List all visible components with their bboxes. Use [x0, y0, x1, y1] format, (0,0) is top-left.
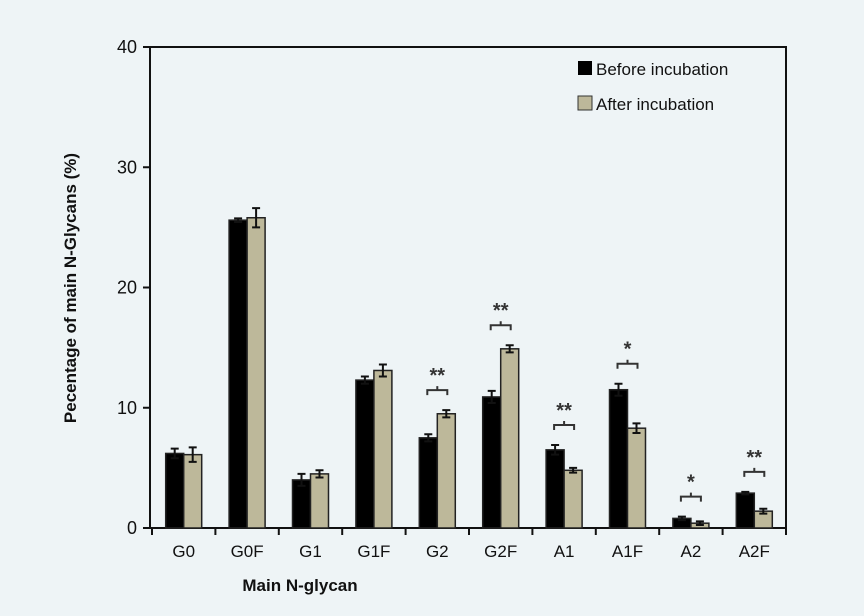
significance-label: **: [430, 365, 446, 387]
legend-swatch-after: [577, 95, 593, 111]
x-tick-label: G0: [172, 542, 195, 561]
bar-before-G1F: [355, 379, 375, 529]
error-bar: [170, 447, 179, 460]
x-axis-title: Main N-glycan: [242, 576, 357, 595]
bar-before-A1F: [608, 388, 629, 529]
legend-label-before: Before incubation: [596, 60, 728, 79]
bar-before-G0F: [228, 219, 248, 529]
bar-before-G2: [418, 437, 439, 529]
error-bar: [424, 433, 433, 443]
error-bar: [315, 469, 324, 479]
error-bar: [505, 344, 514, 354]
bar-before-G2F: [481, 396, 502, 529]
y-tick-label: 40: [117, 37, 137, 57]
x-tick-label: G2: [426, 542, 449, 561]
bar-after-G0F: [246, 217, 266, 529]
significance-bracket: [426, 386, 449, 396]
bar-after-G1: [309, 473, 330, 529]
bar-after-G2F: [499, 348, 520, 529]
legend-label-after: After incubation: [596, 95, 714, 114]
significance-bracket: [679, 492, 702, 502]
error-bar: [741, 490, 750, 496]
x-tick-label: G0F: [231, 542, 264, 561]
significance-label: **: [747, 447, 763, 469]
error-bar: [551, 444, 560, 456]
legend: Before incubation After incubation: [577, 60, 728, 114]
y-axis-title: Pecentage of main N-Glycans (%): [61, 153, 80, 423]
x-tick-label: A2F: [739, 542, 770, 561]
x-tick-label: A1F: [612, 542, 643, 561]
y-tick-label: 10: [117, 398, 137, 418]
bar-before-A1: [545, 449, 565, 529]
error-bar: [188, 446, 197, 463]
x-tick-label: G1F: [357, 542, 390, 561]
y-tick-label: 0: [127, 518, 137, 538]
legend-swatch-before: [578, 61, 592, 75]
bar-after-A1F: [626, 427, 647, 529]
error-bar: [632, 422, 641, 435]
error-bar: [614, 382, 623, 397]
significance-label: *: [624, 339, 632, 361]
x-tick-label: A2: [681, 542, 702, 561]
error-bar: [677, 515, 686, 522]
error-bar: [252, 207, 261, 229]
bar-after-G0: [182, 453, 203, 529]
error-bar: [442, 409, 451, 419]
significance-bracket: [553, 421, 576, 431]
bar-before-G1: [291, 479, 312, 529]
significance-bracket: [743, 467, 766, 477]
error-bar: [378, 363, 387, 378]
x-tick-label: A1: [554, 542, 575, 561]
error-bar: [360, 375, 369, 385]
significance-bracket: [489, 321, 512, 331]
error-bar: [759, 507, 768, 515]
bar-before-G0: [164, 452, 185, 529]
error-bar: [297, 472, 306, 487]
error-bar: [695, 520, 704, 526]
error-bar: [234, 217, 243, 223]
x-tick-label: G2F: [484, 542, 517, 561]
error-bar: [569, 466, 578, 474]
significance-bracket: [616, 359, 639, 369]
bar-after-G1F: [373, 369, 393, 529]
error-bar: [487, 389, 496, 404]
x-tick-label: G1: [299, 542, 322, 561]
y-tick-label: 30: [117, 157, 137, 177]
significance-label: **: [493, 300, 509, 322]
significance-label: *: [687, 472, 695, 494]
bar-after-G2: [436, 413, 457, 529]
significance-label: **: [556, 400, 572, 422]
bar-after-A1: [563, 469, 583, 529]
y-tick-label: 20: [117, 278, 137, 298]
bar-before-A2F: [735, 492, 756, 529]
